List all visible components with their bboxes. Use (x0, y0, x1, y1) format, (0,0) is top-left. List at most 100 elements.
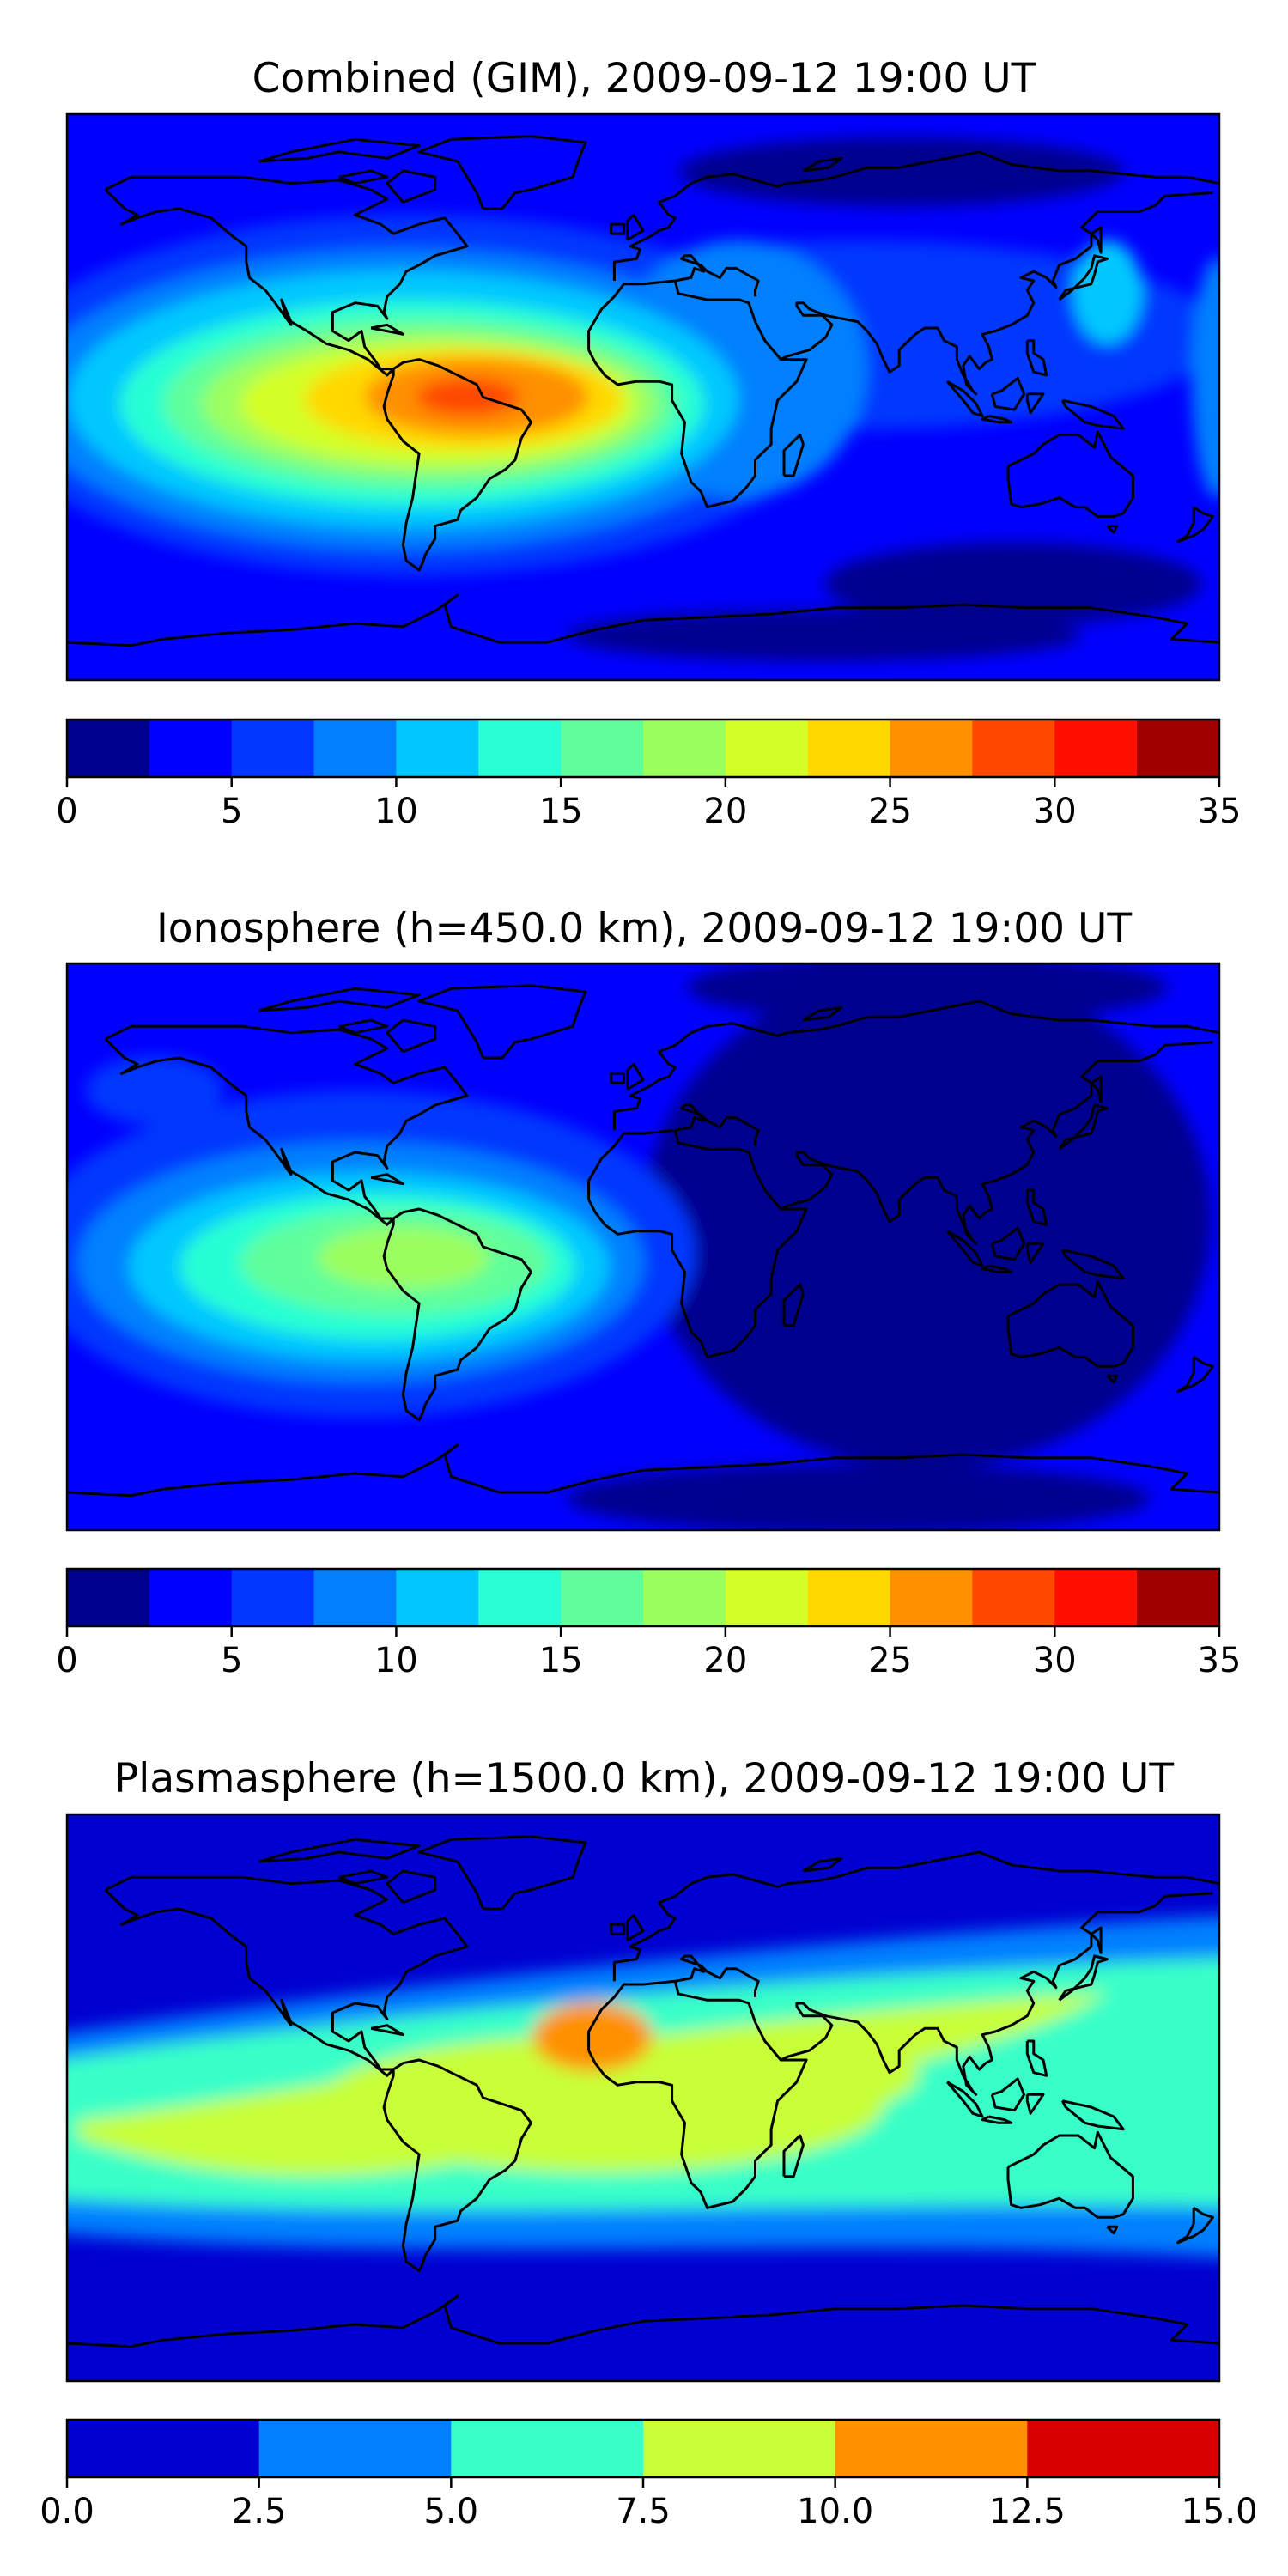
colorbar-swatch (972, 720, 1055, 777)
coastline-segment (612, 150, 1219, 281)
coastline-segment (1060, 1249, 1125, 1280)
coastline-segment (417, 1835, 587, 1911)
coastline-segment (1060, 398, 1125, 430)
colorbar-tick-label: 25 (868, 792, 912, 831)
colorbar-3: 0.0 2.5 5.0 7.5 10.0 12.5 15.0 (39, 2418, 1258, 2531)
coastline-segment (386, 1018, 437, 1054)
coastline-segment (1025, 2039, 1048, 2077)
coastline-segment (945, 380, 984, 417)
colorbar-swatch (67, 2420, 260, 2477)
coastline-segment (610, 1072, 626, 1084)
colorbar-tick-label: 30 (1033, 792, 1077, 831)
coastlines-3 (67, 1835, 1219, 2348)
coastline-segment (587, 1128, 808, 1358)
plasmasphere-map-figure: 0.0 2.5 5.0 7.5 10.0 12.5 15.0 (39, 1813, 1258, 2531)
colorbar-swatch (1137, 720, 1220, 777)
coastline-segment (382, 2058, 532, 2273)
colorbar-tick-label: 10 (374, 1641, 418, 1680)
colorbar-tick-label: 35 (1198, 1641, 1242, 1680)
coastline-segment (258, 987, 421, 1012)
colorbar-swatch (643, 720, 726, 777)
colorbar-swatch (1137, 1569, 1220, 1626)
coastline-segment (625, 213, 645, 241)
colorbar-swatch (890, 1569, 974, 1626)
coastline-segment (1106, 1374, 1119, 1384)
colorbar-tick-label: 20 (703, 792, 747, 831)
coastline-segment (782, 2134, 805, 2178)
coastlines-2 (67, 984, 1219, 1498)
coastline-segment (981, 2115, 1013, 2124)
coastline-segment (587, 279, 808, 509)
coastline-segment (338, 1018, 389, 1035)
colorbar-swatch (451, 2420, 644, 2477)
coastline-segment (1060, 2099, 1125, 2131)
coastline-segment (625, 1913, 645, 1941)
ionosphere-contour-map (67, 963, 1219, 1530)
coastline-segment (1106, 525, 1119, 534)
colorbar-swatch (807, 720, 891, 777)
coastline-segment (1025, 1188, 1048, 1226)
coastline-segment (1176, 1356, 1214, 1394)
coastline-segment (417, 135, 587, 210)
coastline-segment (625, 1062, 645, 1091)
coastline-segment (780, 1892, 1213, 2096)
colorbar-swatch (643, 2420, 836, 2477)
colorbar-swatch (725, 1569, 809, 1626)
colorbar-swatch (67, 1569, 150, 1626)
coastline-segment (1090, 1926, 1103, 1954)
coastline-segment (258, 137, 421, 163)
coastline-segment (610, 1923, 626, 1935)
coastline-segment (675, 1954, 760, 1997)
coastline-segment (67, 1443, 1219, 1498)
colorbar-swatch (258, 2420, 452, 2477)
coastline-segment (1090, 226, 1103, 254)
coastline-segment (370, 2024, 404, 2037)
combined-map-figure: 0 5 10 15 20 25 30 35 (56, 112, 1241, 831)
colorbar-tick-label: 7.5 (616, 2492, 671, 2531)
colorbar-swatch (396, 720, 479, 777)
colorbar-swatch (643, 1569, 726, 1626)
combined-contour-map (67, 114, 1219, 680)
colorbar-tick-label: 10.0 (797, 2492, 873, 2531)
coastline-segment (610, 222, 626, 235)
colorbar-swatch (1054, 1569, 1138, 1626)
coastline-segment (780, 1041, 1213, 1245)
colorbar-swatch (890, 720, 974, 777)
coastline-segment (258, 1838, 421, 1863)
colorbar-swatch (1054, 720, 1138, 777)
colorbar-tick-label: 25 (868, 1641, 912, 1680)
coastline-segment (67, 2294, 1219, 2348)
colorbar-swatch (313, 720, 398, 777)
colorbar-frame (65, 718, 1221, 779)
colorbar-swatch (478, 720, 562, 777)
coastline-segment (990, 377, 1026, 411)
coastline-segment (338, 1869, 389, 1886)
coastline-segment (104, 1024, 469, 1226)
colorbar-swatch (231, 1569, 315, 1626)
colorbar-tick-label: 10 (374, 792, 418, 831)
plasmasphere-contour-map (67, 1814, 1219, 2381)
map-frame (65, 962, 1221, 1532)
colorbar-tick-label: 5 (221, 792, 242, 831)
coastline-segment (675, 254, 760, 297)
colorbar-2: 0 5 10 15 20 25 30 35 (56, 1567, 1242, 1680)
colorbar-swatch (835, 2420, 1028, 2477)
panel-title: Ionosphere (h=450.0 km), 2009-09-12 19:0… (155, 905, 1133, 952)
ionosphere-map-figure: 0 5 10 15 20 25 30 35 (56, 962, 1242, 1680)
colorbar-frame (65, 1567, 1221, 1628)
panel-plasmasphere: Plasmasphere (h=1500.0 km), 2009-09-12 1… (0, 1717, 1288, 2576)
coastline-segment (780, 191, 1213, 396)
panel-combined: Combined (GIM), 2009-09-12 19:00 UT (0, 0, 1288, 859)
coastline-segment (1058, 1954, 1109, 2002)
coastline-segment (802, 156, 843, 173)
colorbar-swatch (149, 1569, 233, 1626)
coastline-segment (370, 1173, 404, 1186)
colorbar-tick-label: 0 (56, 792, 77, 831)
colorbar-swatch (149, 720, 233, 777)
coastline-segment (1025, 339, 1048, 377)
colorbar-swatch (561, 720, 644, 777)
coastline-segment (1106, 2225, 1119, 2235)
colorbar-tick-label: 5 (221, 1641, 242, 1680)
colorbar-tick-label: 15 (539, 1641, 583, 1680)
coastline-segment (104, 1875, 469, 2077)
